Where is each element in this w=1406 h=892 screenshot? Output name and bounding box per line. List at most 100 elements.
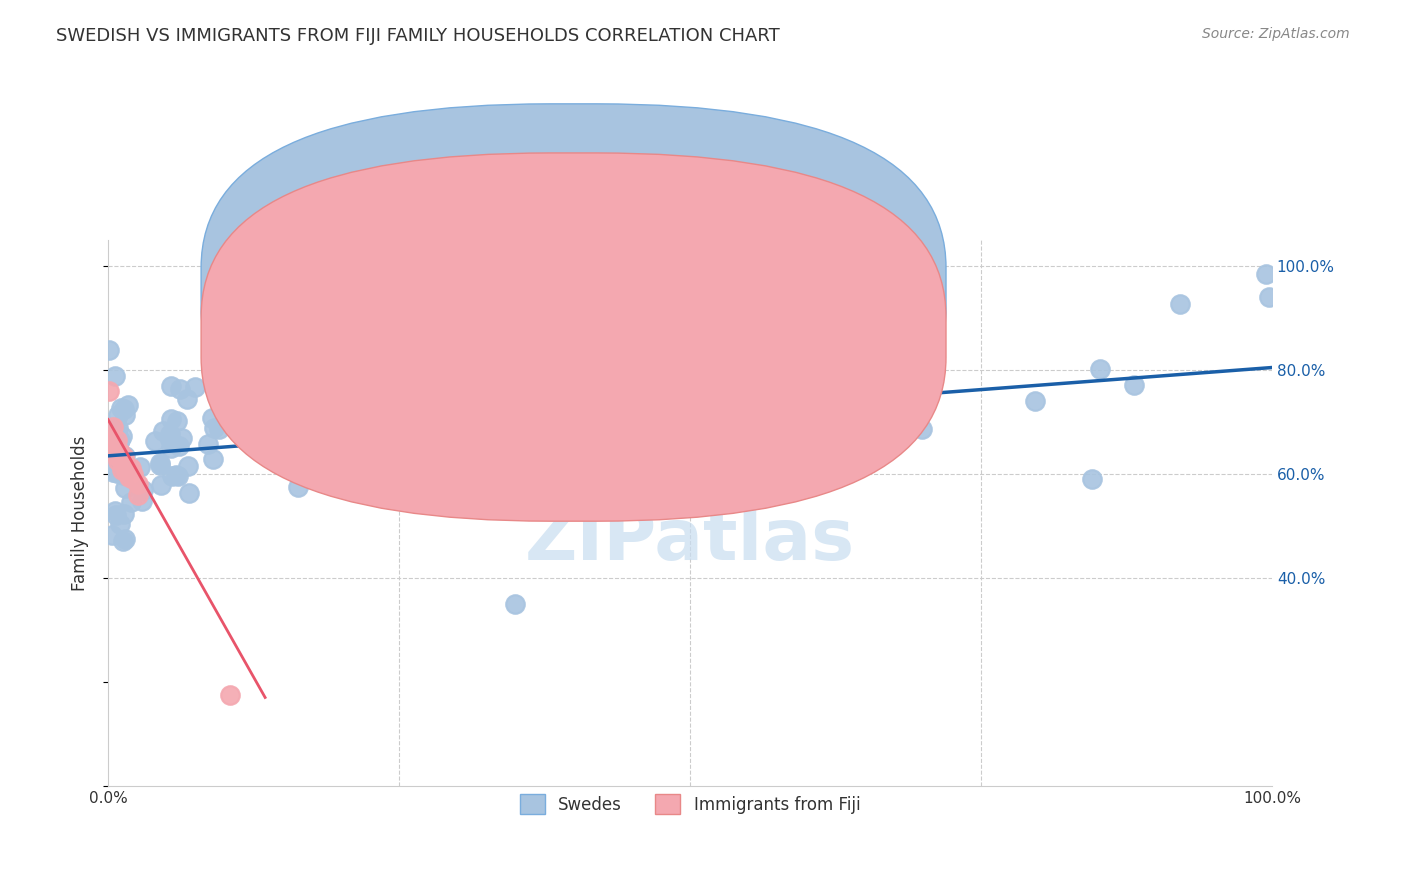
Point	[505, 410, 527, 425]
Point	[121, 467, 143, 482]
Legend: Swedes, Immigrants from Fiji: Swedes, Immigrants from Fiji	[513, 788, 868, 822]
Point	[131, 494, 153, 508]
Point	[704, 424, 727, 438]
Point	[550, 383, 572, 397]
Point	[197, 437, 219, 451]
Point	[110, 401, 132, 416]
Point	[1024, 394, 1046, 409]
Point	[527, 492, 550, 507]
Point	[471, 450, 494, 464]
Point	[120, 461, 142, 475]
Point	[117, 470, 139, 484]
FancyBboxPatch shape	[201, 103, 946, 472]
Point	[100, 437, 122, 451]
Point	[101, 528, 124, 542]
Point	[105, 433, 128, 447]
Point	[326, 453, 349, 467]
Point	[911, 375, 934, 389]
Point	[183, 380, 205, 394]
Point	[160, 441, 183, 455]
Point	[537, 425, 560, 439]
Point	[149, 458, 172, 472]
Point	[110, 433, 132, 447]
Text: Source: ZipAtlas.com: Source: ZipAtlas.com	[1202, 27, 1350, 41]
Point	[107, 453, 129, 467]
Point	[108, 434, 131, 449]
Point	[110, 448, 132, 462]
Point	[167, 468, 190, 483]
Point	[498, 295, 520, 310]
Point	[111, 467, 134, 482]
Point	[361, 472, 384, 486]
Point	[165, 468, 187, 483]
Point	[127, 488, 149, 502]
Point	[114, 532, 136, 546]
Point	[1081, 473, 1104, 487]
Point	[107, 449, 129, 463]
Point	[105, 467, 128, 481]
Point	[887, 370, 910, 384]
Point	[105, 451, 128, 466]
Point	[208, 422, 231, 436]
Point	[115, 459, 138, 474]
Point	[104, 369, 127, 384]
Point	[201, 410, 224, 425]
Point	[149, 478, 172, 492]
Point	[105, 449, 128, 463]
Point	[166, 414, 188, 428]
Point	[626, 414, 648, 428]
Point	[107, 421, 129, 435]
Text: SWEDISH VS IMMIGRANTS FROM FIJI FAMILY HOUSEHOLDS CORRELATION CHART: SWEDISH VS IMMIGRANTS FROM FIJI FAMILY H…	[56, 27, 780, 45]
Point	[177, 459, 200, 474]
Point	[101, 441, 124, 455]
Point	[108, 450, 131, 465]
Point	[98, 343, 121, 358]
Point	[160, 412, 183, 426]
Point	[170, 431, 193, 445]
Point	[221, 413, 243, 427]
Point	[1254, 267, 1277, 281]
Point	[120, 494, 142, 508]
Point	[114, 408, 136, 422]
Point	[112, 450, 135, 464]
Point	[104, 424, 127, 438]
Point	[114, 449, 136, 463]
Point	[105, 508, 128, 522]
Point	[105, 447, 128, 461]
Point	[117, 398, 139, 412]
Point	[104, 439, 127, 453]
Point	[107, 408, 129, 422]
Point	[284, 432, 307, 446]
Point	[97, 443, 120, 458]
Point	[103, 465, 125, 479]
Point	[131, 483, 153, 497]
Point	[479, 424, 502, 438]
Point	[127, 476, 149, 491]
Point	[568, 387, 591, 401]
Point	[536, 417, 558, 431]
Point	[179, 486, 201, 500]
Point	[886, 325, 908, 339]
Point	[115, 465, 138, 479]
Point	[201, 452, 224, 467]
Point	[505, 597, 527, 611]
Point	[159, 433, 181, 447]
Point	[143, 434, 166, 448]
Point	[304, 376, 326, 391]
Point	[176, 392, 198, 406]
Point	[128, 460, 150, 475]
Y-axis label: Family Households: Family Households	[72, 435, 89, 591]
Point	[204, 421, 226, 435]
Point	[252, 431, 274, 445]
Point	[114, 481, 136, 495]
Point	[111, 429, 134, 443]
Point	[160, 469, 183, 483]
Point	[160, 379, 183, 393]
Point	[110, 517, 132, 532]
Point	[472, 355, 495, 369]
Point	[287, 481, 309, 495]
Text: R =   0.194   N = 102
R = -0.792   N =  25: R = 0.194 N = 102 R = -0.792 N = 25	[614, 298, 860, 348]
Point	[152, 424, 174, 438]
Point	[486, 406, 509, 420]
Point	[1090, 361, 1112, 376]
